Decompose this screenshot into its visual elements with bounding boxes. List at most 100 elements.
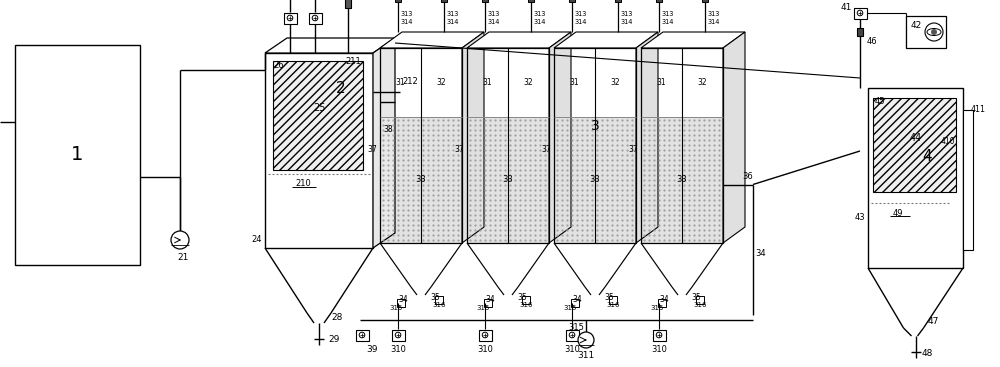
Bar (356, 330, 368, 341)
Text: 312: 312 (707, 0, 721, 3)
Text: 312: 312 (620, 0, 634, 3)
Text: 314: 314 (447, 19, 459, 25)
Text: 313: 313 (662, 11, 674, 17)
Bar (653, 330, 666, 341)
Text: 210: 210 (295, 179, 311, 188)
Text: 34: 34 (398, 295, 408, 305)
Circle shape (857, 10, 863, 16)
Text: 313: 313 (575, 11, 587, 17)
Polygon shape (641, 32, 745, 48)
Text: 314: 314 (621, 19, 633, 25)
Bar (868, 88, 963, 268)
Text: 317: 317 (487, 0, 501, 3)
Text: 29: 29 (328, 335, 340, 345)
Bar (906, 16, 946, 48)
Text: 310: 310 (390, 345, 406, 355)
Text: 34: 34 (572, 295, 582, 305)
Bar (571, 299, 579, 307)
Bar (528, 0, 534, 2)
Circle shape (287, 15, 293, 21)
Bar (380, 48, 462, 243)
Text: 31: 31 (483, 78, 492, 87)
Polygon shape (265, 38, 395, 53)
Bar (308, 12, 322, 23)
Circle shape (925, 23, 943, 41)
Bar (441, 0, 447, 2)
Circle shape (656, 332, 662, 338)
Text: 314: 314 (662, 19, 674, 25)
Bar (380, 117, 462, 243)
Polygon shape (380, 32, 484, 48)
Text: 316: 316 (693, 302, 707, 308)
Text: 37: 37 (367, 145, 377, 154)
Text: 32: 32 (524, 78, 533, 87)
Bar (380, 48, 462, 117)
Bar (569, 0, 575, 2)
Text: 37: 37 (541, 145, 551, 154)
Text: 317: 317 (661, 0, 675, 3)
Text: 31: 31 (657, 78, 666, 87)
Bar (857, 28, 863, 36)
Bar (467, 48, 549, 117)
Circle shape (931, 29, 937, 35)
Text: 313: 313 (708, 11, 720, 17)
Text: 47: 47 (928, 316, 939, 326)
Bar (284, 12, 296, 23)
Text: 317: 317 (574, 0, 588, 3)
Text: 313: 313 (621, 11, 633, 17)
Polygon shape (467, 32, 571, 48)
Text: 317: 317 (400, 0, 414, 3)
Bar (484, 299, 492, 307)
Bar (873, 98, 956, 192)
Polygon shape (554, 32, 658, 48)
Text: 315: 315 (476, 305, 490, 311)
Text: 35: 35 (517, 292, 527, 302)
Bar (963, 110, 973, 250)
Text: 313: 313 (488, 11, 500, 17)
Bar (15, 45, 140, 265)
Text: 36: 36 (743, 172, 753, 181)
Text: 410: 410 (941, 138, 955, 146)
Text: 34: 34 (756, 248, 766, 258)
Circle shape (312, 15, 318, 21)
Text: 35: 35 (430, 292, 440, 302)
Bar (696, 296, 704, 304)
Bar (554, 48, 636, 117)
Bar (467, 48, 549, 243)
Bar (265, 53, 373, 248)
Text: 2: 2 (336, 81, 345, 95)
Text: 3: 3 (591, 119, 599, 133)
Text: 33: 33 (590, 175, 600, 185)
Bar (345, 0, 351, 8)
Text: 33: 33 (416, 175, 426, 185)
Circle shape (569, 332, 575, 338)
Text: 32: 32 (611, 78, 620, 87)
Text: 314: 314 (575, 19, 587, 25)
Text: 312: 312 (446, 0, 460, 3)
Text: 1: 1 (71, 145, 84, 164)
Text: 314: 314 (534, 19, 546, 25)
Text: 39: 39 (366, 345, 378, 355)
Text: 315: 315 (650, 305, 664, 311)
Bar (641, 117, 723, 243)
Bar (609, 296, 617, 304)
Text: 311: 311 (577, 352, 595, 360)
Text: 28: 28 (331, 313, 343, 323)
Bar (273, 61, 363, 170)
Text: 26: 26 (274, 62, 284, 70)
Bar (345, 0, 351, 8)
Text: 38: 38 (383, 124, 393, 134)
Text: 33: 33 (503, 175, 513, 185)
Bar (702, 0, 708, 2)
Text: 45: 45 (875, 98, 885, 106)
Bar (658, 299, 666, 307)
Circle shape (578, 332, 594, 348)
Text: 32: 32 (437, 78, 446, 87)
Bar (522, 296, 530, 304)
Circle shape (395, 332, 401, 338)
Bar (566, 330, 579, 341)
Bar (554, 117, 636, 243)
Bar (482, 0, 488, 2)
Text: 315: 315 (563, 305, 577, 311)
Bar (397, 299, 405, 307)
